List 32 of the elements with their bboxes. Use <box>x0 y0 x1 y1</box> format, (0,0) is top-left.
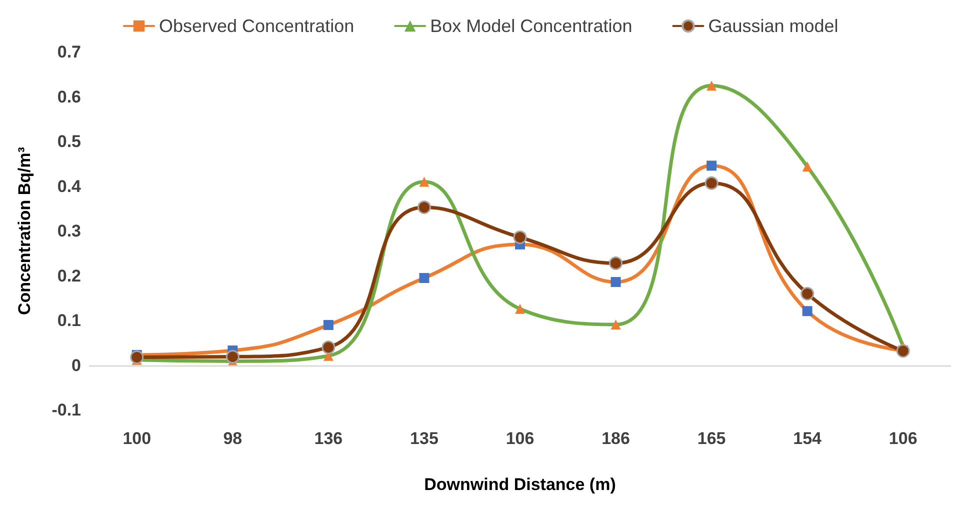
x-tick-label: 100 <box>122 429 152 448</box>
point <box>322 340 336 354</box>
x-tick-label: 165 <box>697 429 726 448</box>
x-axis-title: Downwind Distance (m) <box>424 475 616 494</box>
x-tick-label: 154 <box>793 429 822 448</box>
x-tick-label: 136 <box>314 429 343 448</box>
legend-label: Gaussian model <box>708 16 838 36</box>
legend-label: Box Model Concentration <box>430 16 632 36</box>
x-tick-label: 106 <box>506 429 534 448</box>
y-tick-label: 0.6 <box>57 87 81 106</box>
y-tick-label: 0.3 <box>57 222 81 240</box>
y-tick-label: 0.7 <box>57 42 81 62</box>
x-tick-label: 135 <box>410 429 438 448</box>
legend-label: Observed Concentration <box>159 16 354 36</box>
y-tick-label: 0.4 <box>57 176 82 196</box>
y-tick-label: 0.5 <box>57 132 81 151</box>
point <box>896 344 910 358</box>
point <box>513 230 527 244</box>
y-axis-title: Concentration Bq/m³ <box>15 146 34 316</box>
point <box>417 200 431 214</box>
point <box>130 350 144 364</box>
point <box>800 286 814 300</box>
x-tick-label: 98 <box>223 429 242 448</box>
point <box>704 176 718 190</box>
point <box>609 256 623 270</box>
point <box>226 350 240 364</box>
y-tick-label: -0.1 <box>52 400 81 420</box>
y-tick-label: 0.2 <box>57 266 81 286</box>
y-tick-label: 0 <box>72 356 81 375</box>
x-tick-label: 106 <box>888 429 918 448</box>
x-tick-label: 186 <box>602 429 630 448</box>
y-tick-label: 0.1 <box>57 311 81 330</box>
